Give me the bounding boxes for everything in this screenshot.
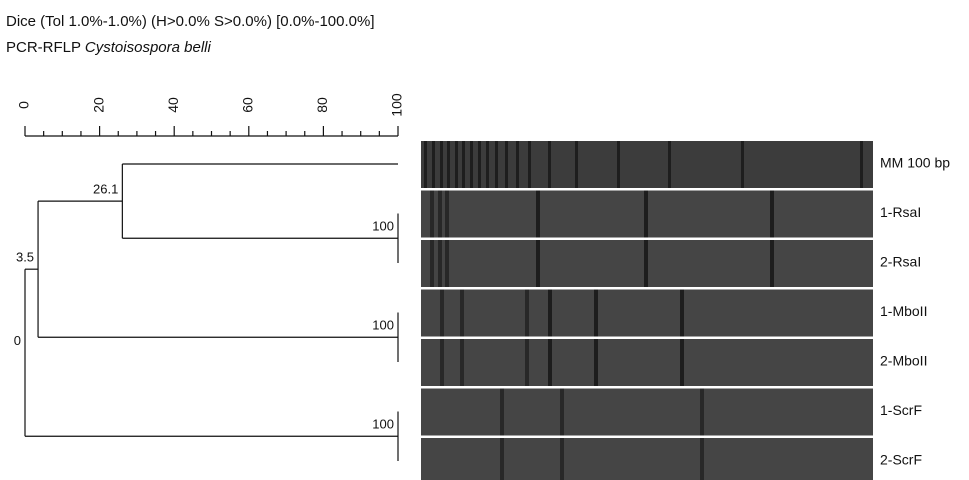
gel-lane: [421, 339, 873, 386]
gel-band: [860, 141, 863, 188]
gel-band: [594, 339, 598, 386]
node-value: 100: [372, 417, 394, 432]
species: Cystoisospora belli: [85, 39, 212, 56]
gel-band: [505, 141, 508, 188]
gel-band: [548, 290, 552, 337]
x-tick-label: 40: [165, 97, 181, 113]
gel-band: [594, 290, 598, 337]
leaf-label: 1-RsaI: [880, 204, 921, 220]
gel-lane: [421, 290, 873, 337]
node-value: 3.5: [16, 250, 34, 265]
gel-band: [770, 240, 774, 287]
gel-band: [445, 191, 449, 238]
gel-band: [516, 141, 519, 188]
gel-band: [478, 141, 481, 188]
gel-band: [460, 339, 464, 386]
gel-band: [644, 191, 648, 238]
gel-band: [536, 191, 540, 238]
subtitle: PCR-RFLP Cystoisospora belli: [6, 39, 211, 56]
gel-band: [741, 141, 744, 188]
gel-band: [617, 141, 620, 188]
leaf-label: 2-RsaI: [880, 254, 921, 270]
gel-band: [528, 141, 531, 188]
gel-band: [536, 240, 540, 287]
gel-band: [424, 141, 427, 188]
gel-band: [560, 389, 564, 436]
node-value: 26.1: [93, 182, 118, 197]
gel-band: [430, 191, 434, 238]
gel-band: [460, 290, 464, 337]
gel-band: [438, 240, 442, 287]
x-tick-label: 0: [16, 101, 32, 109]
gel-band: [455, 141, 458, 188]
gel-band: [500, 438, 504, 480]
gel-band: [548, 141, 551, 188]
x-tick-label: 60: [240, 97, 256, 113]
gel-band: [575, 141, 578, 188]
gel-band: [525, 339, 529, 386]
gel-band: [486, 141, 489, 188]
gel-band: [445, 240, 449, 287]
gel-band: [430, 240, 434, 287]
gel-band: [440, 290, 444, 337]
figure: Dice (Tol 1.0%-1.0%) (H>0.0% S>0.0%) [0.…: [0, 0, 969, 480]
x-tick-label: 80: [314, 97, 330, 113]
gel-band: [432, 141, 435, 188]
gel-band: [440, 339, 444, 386]
gel-lane: [421, 389, 873, 436]
gel-band: [680, 339, 684, 386]
gel-lane: [421, 438, 873, 480]
method: PCR-RFLP: [6, 39, 81, 56]
gel-band: [470, 141, 473, 188]
node-value: 0: [14, 333, 21, 348]
gel-band: [770, 191, 774, 238]
gel-band: [560, 438, 564, 480]
gel-band: [462, 141, 465, 188]
x-tick-label: 20: [90, 97, 106, 113]
leaf-label: 2-ScrF: [880, 452, 922, 468]
gel-band: [500, 389, 504, 436]
gel-band: [447, 141, 450, 188]
gel-band: [438, 191, 442, 238]
x-tick-label: 100: [389, 93, 405, 117]
gel-band: [680, 290, 684, 337]
leaf-label: 1-ScrF: [880, 402, 922, 418]
leaf-label: MM 100 bp: [880, 155, 950, 171]
gel-band: [644, 240, 648, 287]
gel-band: [440, 141, 443, 188]
leaf-label: 1-MboII: [880, 303, 927, 319]
gel-band: [668, 141, 671, 188]
gel-band: [700, 438, 704, 480]
gel-band: [525, 290, 529, 337]
gel-band: [548, 339, 552, 386]
leaf-label: 2-MboII: [880, 353, 927, 369]
gel-image: [421, 141, 873, 480]
gel-band: [700, 389, 704, 436]
node-value: 100: [372, 219, 394, 234]
gel-band: [495, 141, 498, 188]
title: Dice (Tol 1.0%-1.0%) (H>0.0% S>0.0%) [0.…: [6, 13, 375, 30]
node-value: 100: [372, 318, 394, 333]
